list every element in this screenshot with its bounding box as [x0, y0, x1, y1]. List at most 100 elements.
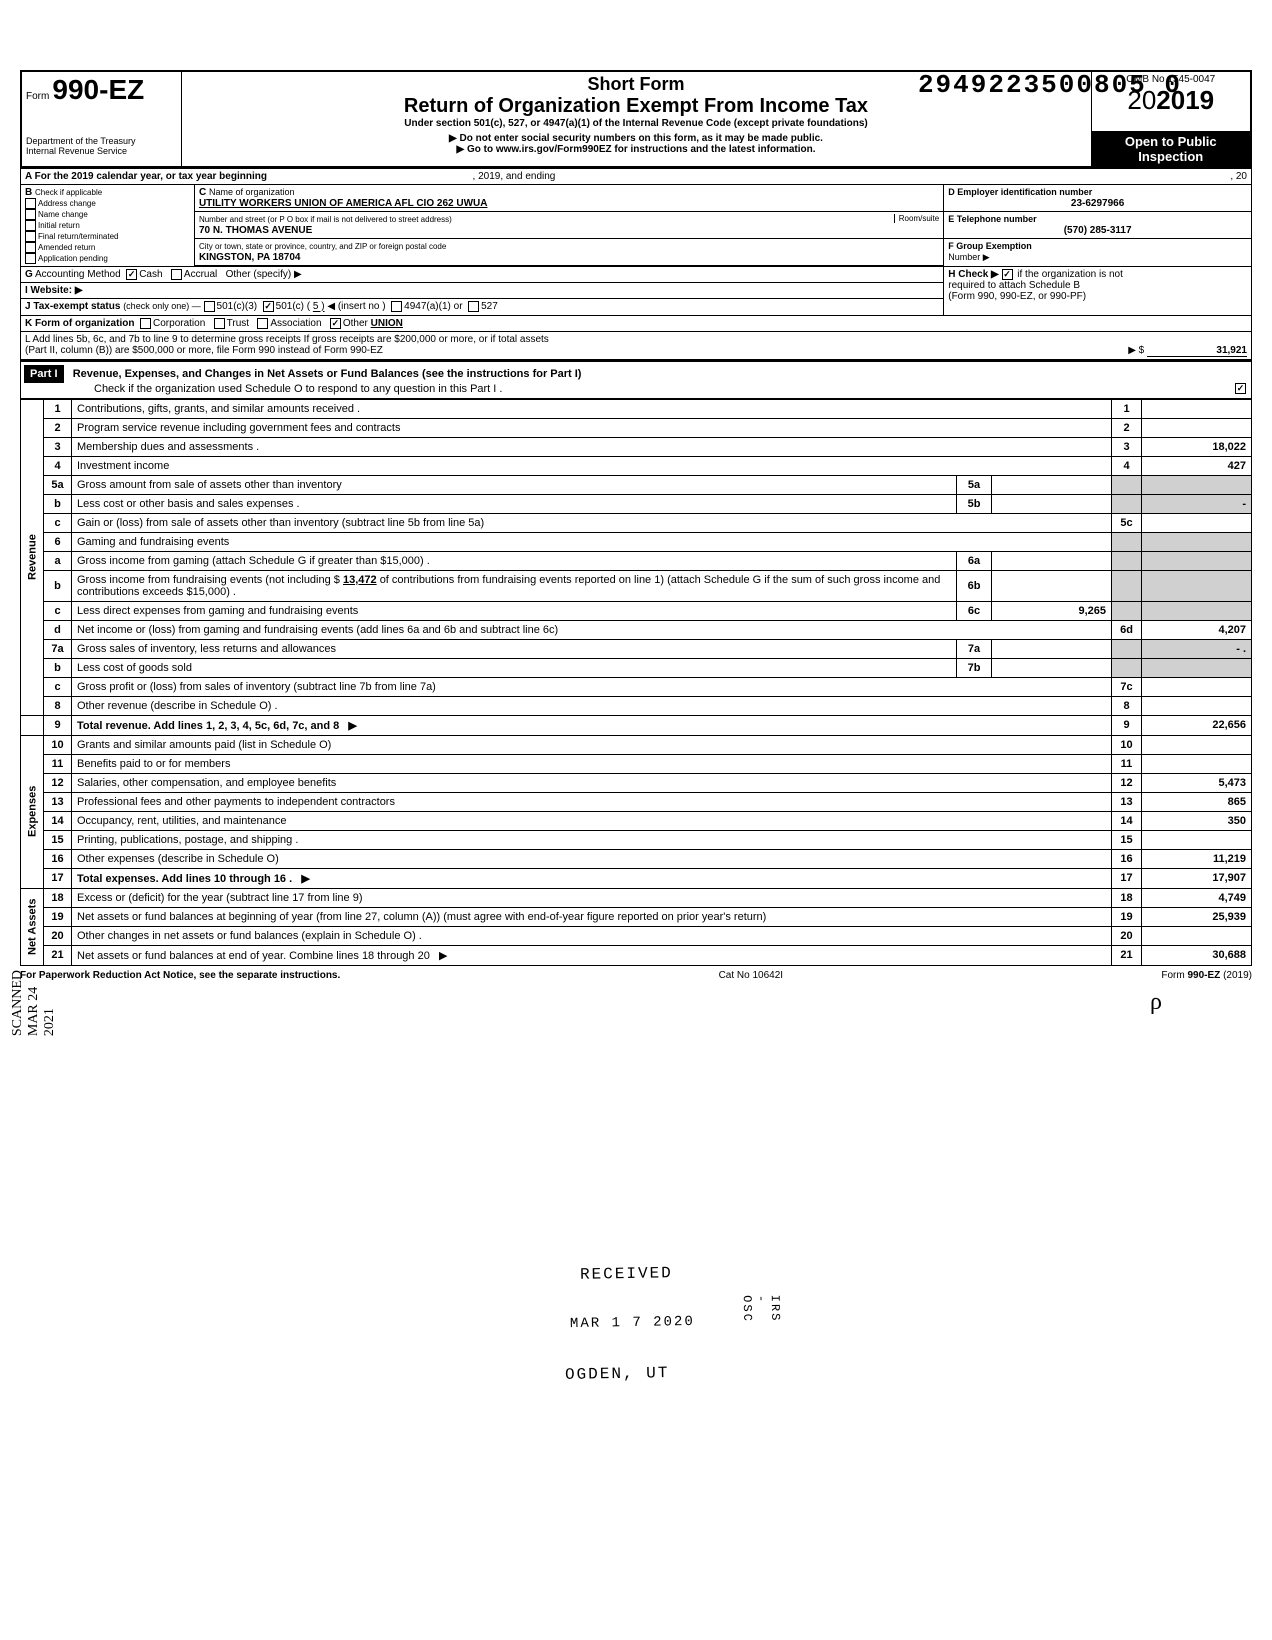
- l7a-mid: 7a: [957, 639, 992, 658]
- l5b-mv: [992, 494, 1112, 513]
- lbl-501c: 501(c) (: [276, 302, 310, 313]
- lbl-final: Final return/terminated: [38, 232, 118, 241]
- lbl-527: 527: [481, 302, 498, 313]
- l6a-desc: Gross income from gaming (attach Schedul…: [72, 551, 957, 570]
- cb-501c[interactable]: [263, 301, 274, 312]
- cb-pending[interactable]: [25, 253, 36, 264]
- row-e-label: E Telephone number: [948, 214, 1036, 224]
- row-i: I Website: ▶: [21, 283, 944, 299]
- l5c-desc: Gain or (loss) from sale of assets other…: [72, 513, 1112, 532]
- l6b-d1: Gross income from fundraising events (no…: [77, 574, 340, 586]
- form-page: 2949223500805 0 SCANNED MAR 24 2021 Form…: [20, 70, 1252, 981]
- l12-val: 5,473: [1142, 773, 1252, 792]
- cb-address[interactable]: [25, 198, 36, 209]
- lbl-pending: Application pending: [38, 254, 108, 263]
- l6d-desc: Net income or (loss) from gaming and fun…: [72, 620, 1112, 639]
- l21-desc: Net assets or fund balances at end of ye…: [77, 950, 430, 962]
- row-f-label: F Group Exemption: [948, 241, 1032, 251]
- l17-val: 17,907: [1142, 868, 1252, 888]
- l5b-mid: 5b: [957, 494, 992, 513]
- l12-desc: Salaries, other compensation, and employ…: [72, 773, 1112, 792]
- stamp-ogden: OGDEN, UT: [565, 1364, 670, 1384]
- l20-val: [1142, 926, 1252, 945]
- l13-val: 865: [1142, 792, 1252, 811]
- lbl-initial: Initial return: [38, 221, 80, 230]
- l19-desc: Net assets or fund balances at beginning…: [72, 907, 1112, 926]
- l5a-mv: [992, 475, 1112, 494]
- lbl-4947: 4947(a)(1) or: [404, 302, 462, 313]
- row-g-text: Accounting Method: [35, 269, 121, 280]
- goto-note: ▶ Go to www.irs.gov/Form990EZ for instru…: [186, 144, 1087, 155]
- side-revenue: Revenue: [21, 399, 44, 715]
- other-org-val: UNION: [371, 318, 403, 329]
- l6a-mid: 6a: [957, 551, 992, 570]
- l3-val: 18,022: [1142, 437, 1252, 456]
- cb-final[interactable]: [25, 231, 36, 242]
- lbl-501c3: 501(c)(3): [217, 302, 258, 313]
- footer-left: For Paperwork Reduction Act Notice, see …: [20, 970, 340, 981]
- l13-desc: Professional fees and other payments to …: [72, 792, 1112, 811]
- cb-501c3[interactable]: [204, 301, 215, 312]
- row-l-2: (Part II, column (B)) are $500,000 or mo…: [25, 345, 383, 356]
- l11-val: [1142, 754, 1252, 773]
- street: 70 N. THOMAS AVENUE: [199, 225, 312, 236]
- l21-val: 30,688: [1142, 945, 1252, 965]
- l7c-desc: Gross profit or (loss) from sales of inv…: [72, 677, 1112, 696]
- form-prefix: Form: [26, 91, 49, 102]
- cb-corp[interactable]: [140, 318, 151, 329]
- part1-check: Check if the organization used Schedule …: [94, 383, 502, 395]
- gross-receipts: 31,921: [1147, 345, 1247, 357]
- l2-desc: Program service revenue including govern…: [72, 418, 1112, 437]
- l14-val: 350: [1142, 811, 1252, 830]
- row-g-label: G: [25, 269, 33, 280]
- name-label: Name of organization: [209, 187, 295, 197]
- cb-trust[interactable]: [214, 318, 225, 329]
- l5a-mid: 5a: [957, 475, 992, 494]
- inspection: Inspection: [1096, 149, 1247, 164]
- cb-amended[interactable]: [25, 242, 36, 253]
- row-l-arrow: ▶ $: [1128, 345, 1144, 356]
- footer-mid: Cat No 10642I: [719, 970, 784, 981]
- row-h-text3: required to attach Schedule B: [948, 280, 1080, 291]
- city: KINGSTON, PA 18704: [199, 252, 301, 263]
- side-expenses: Expenses: [21, 735, 44, 888]
- lbl-corp: Corporation: [153, 318, 205, 329]
- city-label: City or town, state or province, country…: [199, 242, 446, 251]
- l4-desc: Investment income: [72, 456, 1112, 475]
- lines-table: Revenue 1Contributions, gifts, grants, a…: [20, 399, 1252, 966]
- l18-desc: Excess or (deficit) for the year (subtra…: [72, 888, 1112, 907]
- cb-assoc[interactable]: [257, 318, 268, 329]
- cb-name[interactable]: [25, 209, 36, 220]
- row-h-text: H Check ▶: [948, 269, 998, 280]
- side-netassets: Net Assets: [21, 888, 44, 965]
- row-a-label: A For the 2019 calendar year, or tax yea…: [25, 171, 267, 182]
- cb-initial[interactable]: [25, 220, 36, 231]
- l1-desc: Contributions, gifts, grants, and simila…: [77, 403, 360, 415]
- room-label: Room/suite: [894, 214, 939, 223]
- l6d-val: 4,207: [1142, 620, 1252, 639]
- l18-val: 4,749: [1142, 888, 1252, 907]
- cb-cash[interactable]: [126, 269, 137, 280]
- cb-4947[interactable]: [391, 301, 402, 312]
- row-d-label: D Employer identification number: [948, 187, 1092, 197]
- l16-desc: Other expenses (describe in Schedule O): [72, 849, 1112, 868]
- cb-other-org[interactable]: [330, 318, 341, 329]
- row-j-label: J Tax-exempt status: [25, 302, 120, 313]
- l9-desc: Total revenue. Add lines 1, 2, 3, 4, 5c,…: [77, 720, 339, 732]
- initial-mark: ρ: [1150, 989, 1162, 1016]
- cb-527[interactable]: [468, 301, 479, 312]
- stamp-date: MAR 1 7 2020: [570, 1314, 695, 1332]
- form-number: 990-EZ: [52, 74, 144, 105]
- l8-desc: Other revenue (describe in Schedule O) .: [72, 696, 1112, 715]
- cb-h[interactable]: [1002, 269, 1013, 280]
- street-label: Number and street (or P O box if mail is…: [199, 215, 452, 224]
- title-under: Under section 501(c), 527, or 4947(a)(1)…: [186, 118, 1087, 129]
- part1-label: Part I: [24, 365, 64, 383]
- l16-val: 11,219: [1142, 849, 1252, 868]
- row-a-mid: , 2019, and ending: [473, 171, 556, 182]
- l4-val: 427: [1142, 456, 1252, 475]
- cb-accrual[interactable]: [171, 269, 182, 280]
- cb-scho[interactable]: [1235, 383, 1246, 394]
- row-k-label: K Form of organization: [25, 318, 134, 329]
- l20-desc: Other changes in net assets or fund bala…: [72, 926, 1112, 945]
